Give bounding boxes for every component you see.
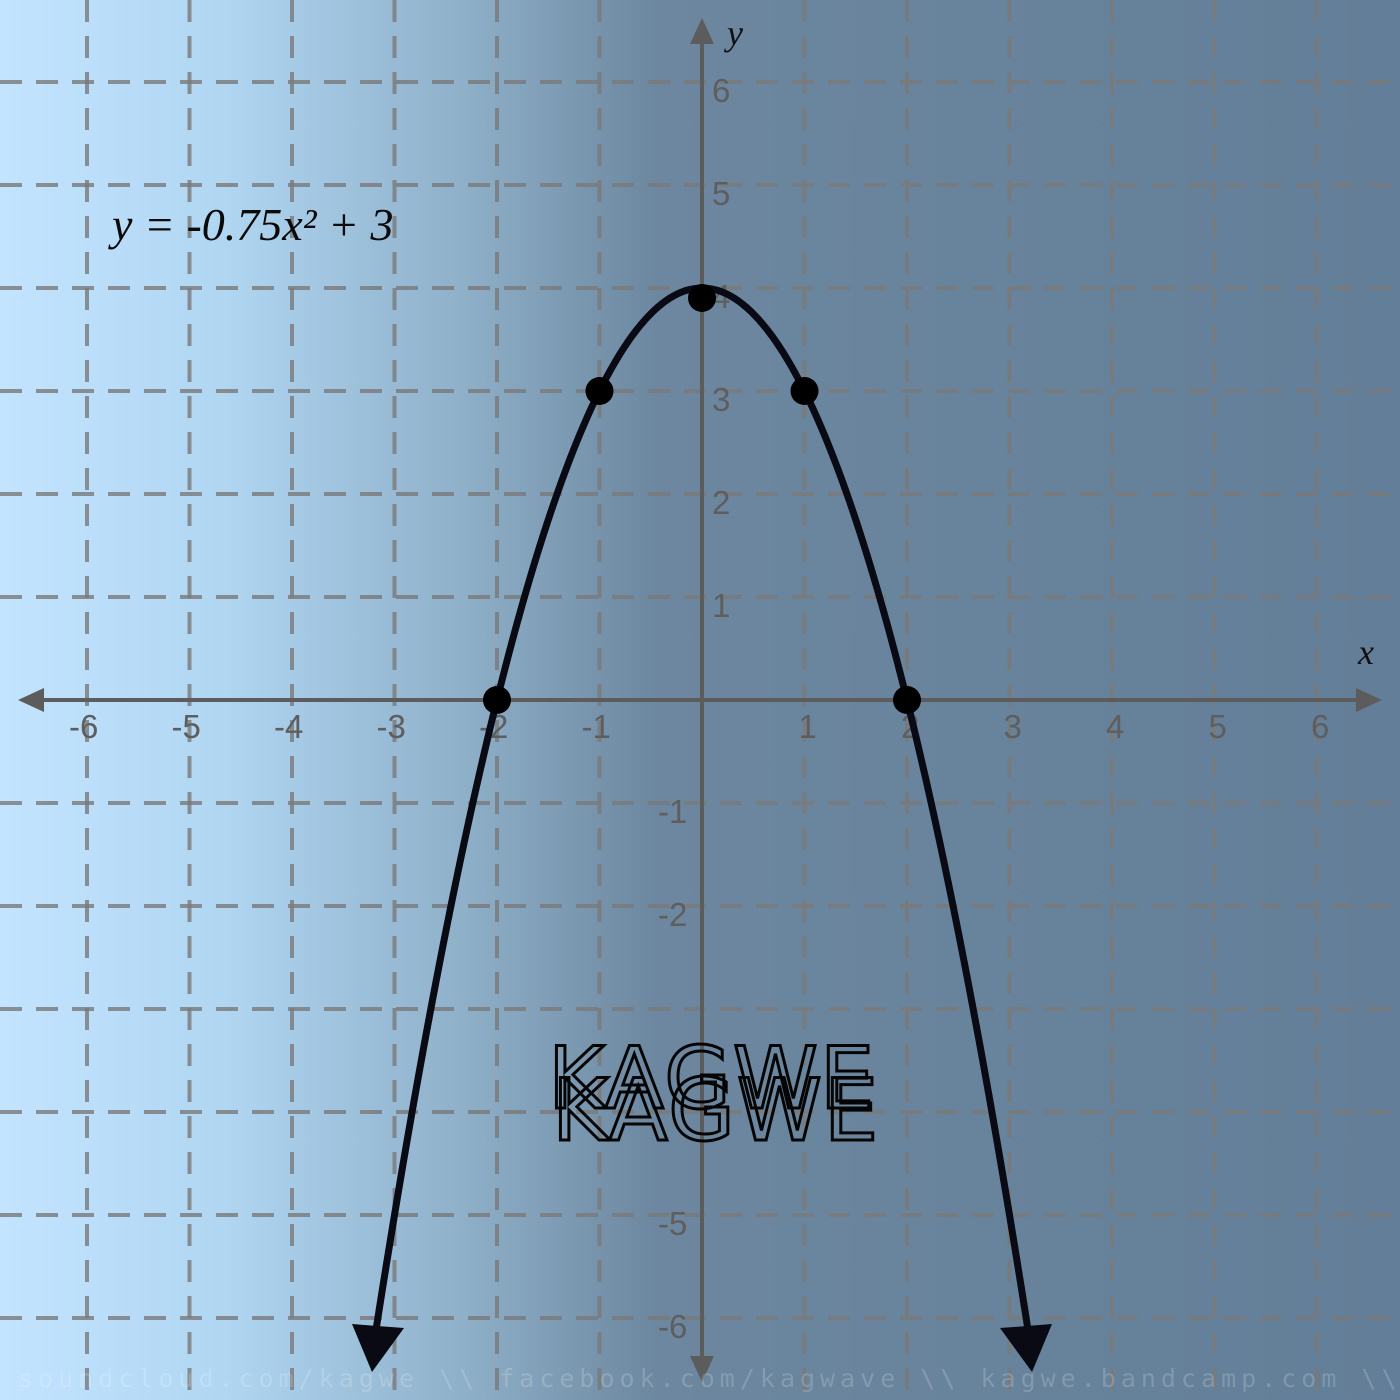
y-tick-label: 6 [712,72,730,109]
y-tick-label: -6 [658,1308,687,1345]
x-tick-label: 6 [1311,708,1329,745]
kagwe-logo: KAGWE KAGWE [547,1028,880,1163]
data-point [483,686,511,714]
data-point [688,284,716,312]
x-tick-label: -3 [377,708,406,745]
y-tick-label: 5 [712,175,730,212]
x-tick-label: 4 [1106,708,1124,745]
axes [18,18,1382,1382]
x-tick-label: 5 [1209,708,1227,745]
curve-arrow-right [1000,1324,1052,1373]
y-tick-label: 2 [712,484,730,521]
x-tick-label: -5 [172,708,201,745]
y-axis-label: y [724,13,743,53]
data-point [790,377,819,405]
y-tick-label: 3 [712,381,730,418]
x-tick-label: -1 [582,708,611,745]
y-axis-arrow-top [690,18,714,44]
footer-links: soundcloud.com/kagwe \\ facebook.com/kag… [18,1364,1400,1393]
y-tick-label: 1 [712,587,730,624]
equation-label: y = -0.75x² + 3 [108,199,394,250]
x-axis-arrow-right [1356,688,1382,712]
svg-text:KAGWE: KAGWE [552,1061,880,1161]
y-tick-label: -2 [658,896,687,933]
curve-arrow-left [352,1324,404,1373]
data-point [893,686,921,714]
x-tick-label: -6 [69,708,98,745]
y-tick-label: -5 [658,1205,687,1242]
x-tick-label: 3 [1004,708,1022,745]
plotted-points [483,284,921,714]
x-axis-arrow-left [18,688,44,712]
svg-text:KAGWE: KAGWE [548,1029,876,1129]
x-axis-label: x [1357,632,1374,672]
y-axis-arrow-bottom [690,1356,714,1382]
x-tick-label: -4 [274,708,303,745]
x-tick-label: 1 [799,708,817,745]
data-point [585,377,614,405]
y-tick-label: -1 [658,793,687,830]
